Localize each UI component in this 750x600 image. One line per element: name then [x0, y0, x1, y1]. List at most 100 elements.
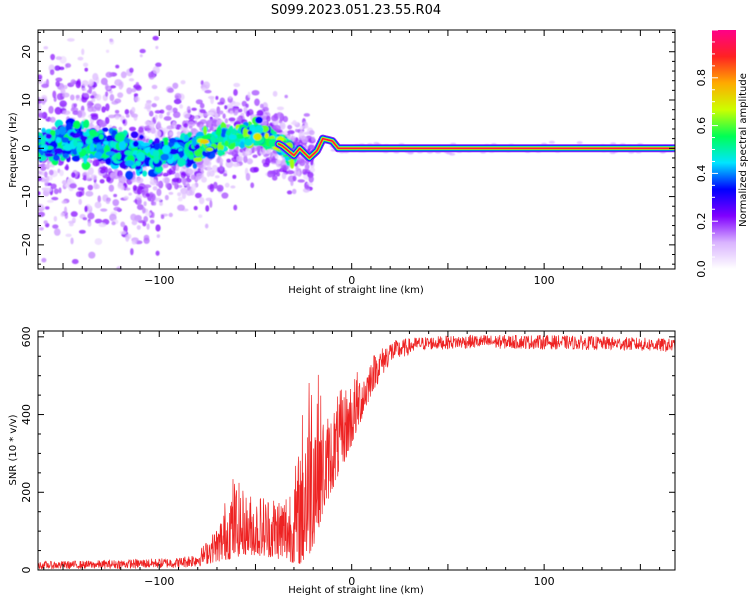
heatmap-cell [130, 248, 134, 256]
heatmap-cell [215, 95, 219, 100]
heatmap-cell [124, 149, 133, 156]
heatmap-cell [54, 106, 63, 115]
y-tick-label: 0 [20, 567, 33, 574]
heatmap-cell [124, 109, 130, 115]
heatmap-cell [109, 93, 115, 102]
heatmap-cell [264, 132, 270, 139]
heatmap-cell [136, 204, 144, 211]
heatmap-cell [244, 138, 253, 147]
heatmap-cell [120, 185, 125, 191]
heatmap-cell [82, 87, 87, 92]
heatmap-cell [41, 97, 46, 105]
heatmap-cell [122, 119, 126, 124]
heatmap-cell [59, 100, 67, 108]
heatmap-cell [205, 147, 214, 152]
heatmap-cell [89, 129, 97, 137]
heatmap-cell [301, 125, 309, 129]
heatmap-cell [114, 79, 123, 87]
heatmap-cell [78, 198, 83, 205]
heatmap-cell [48, 169, 54, 176]
heatmap-cell [83, 154, 88, 164]
heatmap-cell [303, 131, 310, 135]
heatmap-cell [144, 120, 151, 126]
heatmap-cell [199, 119, 207, 125]
heatmap-cell [51, 196, 59, 201]
heatmap-cell [202, 81, 211, 90]
heatmap-cell [64, 165, 69, 170]
heatmap-cell [38, 191, 41, 196]
heatmap-cell [105, 151, 116, 156]
heatmap-cell [210, 96, 214, 105]
heatmap-cell [224, 182, 230, 188]
heatmap-cell [115, 64, 120, 69]
heatmap-cell [308, 130, 315, 136]
heatmap-cell [164, 194, 169, 201]
heatmap-cell [98, 133, 104, 140]
heatmap-cell [81, 95, 88, 103]
heatmap-cell [135, 160, 141, 166]
heatmap-cell [247, 91, 251, 98]
heatmap-cell [201, 176, 207, 183]
heatmap-cell [109, 38, 115, 45]
heatmap-cell [84, 67, 89, 72]
heatmap-cell [304, 184, 310, 190]
heatmap-cell [117, 92, 124, 98]
heatmap-cell [271, 175, 278, 181]
heatmap-cell [209, 170, 215, 177]
heatmap-cell [245, 147, 252, 155]
heatmap-cell [226, 103, 233, 110]
spectrogram-frame [37, 29, 676, 270]
y-tick-label: −20 [20, 233, 33, 256]
heatmap-cell [60, 89, 66, 94]
heatmap-cell [231, 149, 239, 158]
heatmap-cell [75, 191, 83, 198]
colorbar: 0.0 0.2 0.4 0.6 0.8 Normalized spectral ampl… [695, 29, 749, 278]
heatmap-cell [256, 109, 264, 117]
heatmap-cell [232, 101, 241, 107]
heatmap-cell [77, 110, 83, 119]
heatmap-cell [44, 206, 50, 210]
heatmap-cell [59, 125, 67, 135]
heatmap-cell [282, 115, 289, 123]
heatmap-cell [213, 181, 218, 189]
heatmap-cell [57, 23, 63, 27]
heatmap-cell [149, 192, 154, 196]
heatmap-cell [209, 184, 215, 193]
heatmap-cell [245, 103, 249, 108]
heatmap-cell [136, 197, 142, 206]
heatmap-cell [65, 122, 73, 132]
heatmap-cell [93, 182, 99, 190]
heatmap-cell [214, 175, 220, 179]
heatmap-cell [98, 222, 107, 228]
heatmap-cell [94, 151, 103, 159]
spectrogram-heatmap [38, 23, 675, 269]
heatmap-cell [294, 128, 299, 133]
heatmap-cell [373, 141, 380, 145]
heatmap-cell [165, 104, 173, 111]
heatmap-cell [69, 183, 77, 189]
heatmap-cell [136, 152, 146, 162]
heatmap-cell [94, 125, 100, 131]
heatmap-cell [217, 136, 226, 144]
heatmap-cell [114, 132, 125, 142]
heatmap-cell [225, 129, 231, 136]
heatmap-cell [201, 157, 210, 165]
heatmap-cell [97, 195, 102, 203]
heatmap-cell [113, 206, 121, 212]
heatmap-cell [111, 175, 120, 180]
heatmap-cell [81, 161, 91, 170]
heatmap-cell [38, 103, 42, 111]
snr-x-label: Height of straight line (km) [288, 585, 424, 596]
heatmap-cell [105, 103, 110, 112]
snr-plot-area [38, 331, 675, 570]
heatmap-cell [130, 213, 137, 221]
heatmap-cell [71, 155, 80, 162]
heatmap-cell [112, 199, 120, 207]
heatmap-cell [49, 69, 55, 76]
heatmap-cell [105, 116, 110, 125]
heatmap-cell [200, 139, 210, 145]
heatmap-cell [177, 157, 186, 167]
heatmap-cell [286, 170, 295, 175]
heatmap-cell [90, 113, 99, 118]
spectrogram-x-label: Height of straight line (km) [288, 285, 424, 296]
